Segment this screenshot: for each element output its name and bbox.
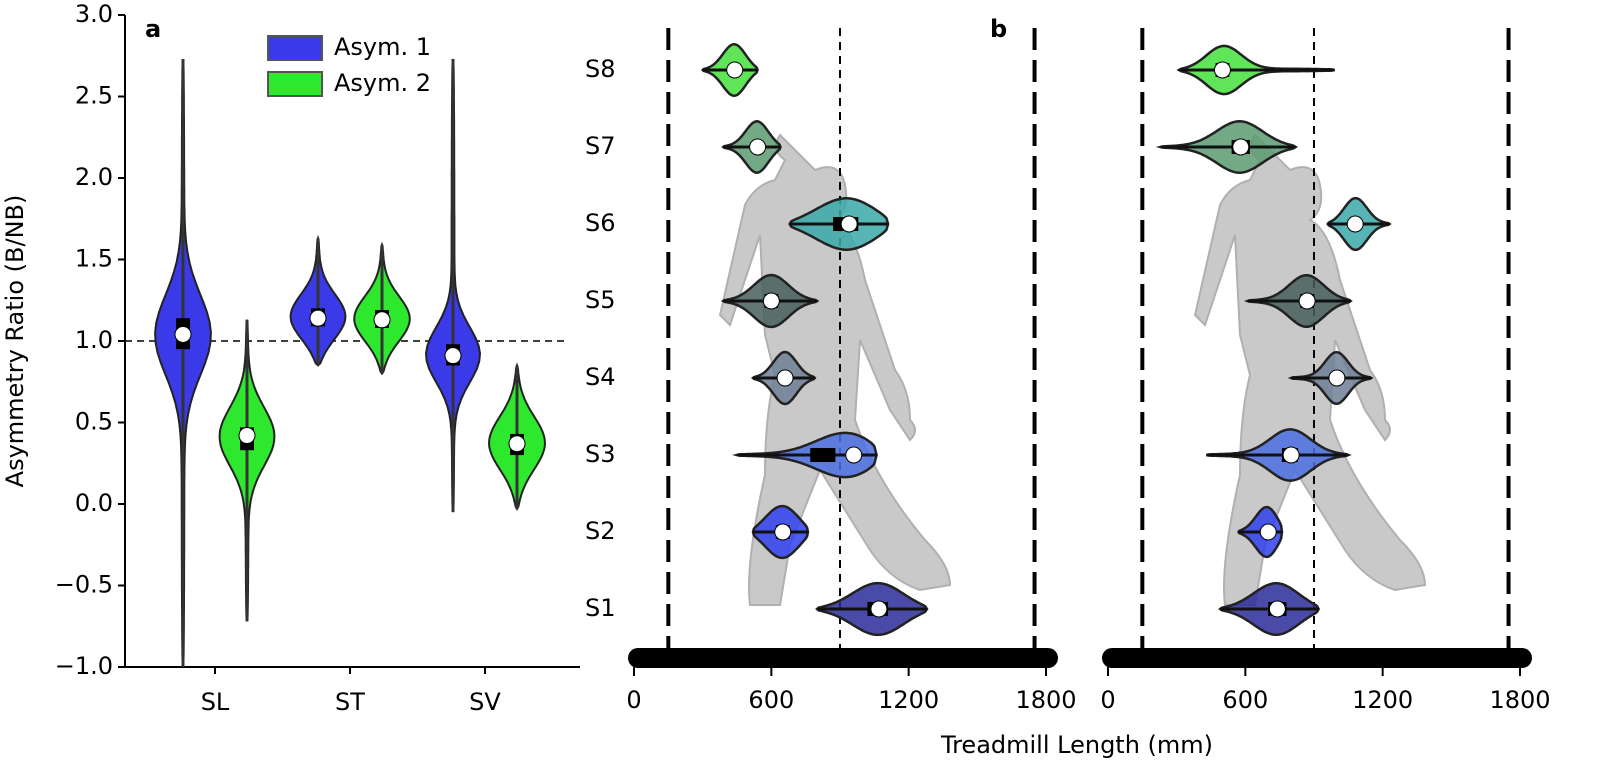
y-tick-label: 2.5 — [75, 82, 113, 110]
x-tick-label: SL — [201, 688, 230, 716]
x-tick-label: 0 — [1100, 686, 1115, 714]
median — [1298, 292, 1316, 310]
y-tick-label: 0.5 — [75, 408, 113, 436]
median — [1268, 600, 1286, 618]
legend-swatch — [267, 71, 323, 97]
median — [1232, 138, 1250, 156]
y-tick-label: 0.0 — [75, 489, 113, 517]
y-tick-label: 3.0 — [75, 0, 113, 28]
x-tick-label: SV — [469, 688, 501, 716]
median — [1282, 446, 1300, 464]
y-tick-label: S1 — [585, 594, 616, 622]
median — [749, 138, 767, 156]
median — [870, 600, 888, 618]
y-tick-label: S3 — [585, 440, 616, 468]
median — [1213, 61, 1231, 79]
y-tick-label: S4 — [585, 363, 616, 391]
box — [810, 448, 836, 462]
legend-label: Asym. 2 — [334, 69, 431, 97]
y-tick-label: 1.5 — [75, 245, 113, 273]
y-tick-label: 1.0 — [75, 326, 113, 354]
median — [174, 325, 192, 343]
median — [238, 427, 256, 445]
median — [444, 347, 462, 365]
median — [309, 309, 327, 327]
median — [845, 446, 863, 464]
y-tick-label: S2 — [585, 517, 616, 545]
y-tick-label: 2.0 — [75, 163, 113, 191]
legend-swatch — [267, 35, 323, 61]
y-tick-label: −0.5 — [55, 571, 113, 599]
y-tick-label: −1.0 — [55, 652, 113, 680]
silhouette-right — [1193, 133, 1427, 606]
median — [373, 311, 391, 329]
x-tick-label: 1200 — [1352, 686, 1413, 714]
panel-label: a — [145, 15, 161, 43]
y-tick-label: S8 — [585, 55, 616, 83]
median — [774, 523, 792, 541]
y-tick-label: S7 — [585, 132, 616, 160]
x-tick-label: 1200 — [878, 686, 939, 714]
x-tick-label: 600 — [748, 686, 794, 714]
y-tick-label: S6 — [585, 209, 616, 237]
median — [776, 369, 794, 387]
x-tick-label: ST — [335, 688, 365, 716]
median — [840, 215, 858, 233]
median — [726, 61, 744, 79]
x-axis-label: Treadmill Length (mm) — [940, 731, 1213, 759]
x-tick-label: 1800 — [1015, 686, 1076, 714]
x-tick-label: 0 — [626, 686, 641, 714]
panel-label: b — [990, 15, 1007, 43]
median — [1328, 369, 1346, 387]
median — [1259, 523, 1277, 541]
median — [762, 292, 780, 310]
x-tick-label: 1800 — [1489, 686, 1550, 714]
legend-label: Asym. 1 — [334, 33, 431, 61]
y-axis-label: Asymmetry Ratio (B/NB) — [1, 195, 29, 488]
y-tick-label: S5 — [585, 286, 616, 314]
x-tick-label: 600 — [1222, 686, 1268, 714]
median — [1346, 215, 1364, 233]
median — [508, 435, 526, 453]
